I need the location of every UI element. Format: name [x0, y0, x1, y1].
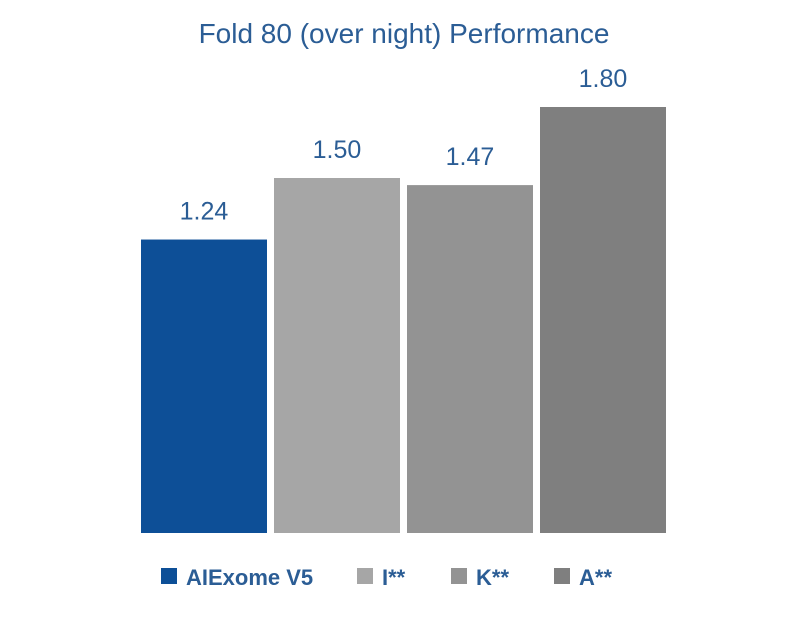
chart-title: Fold 80 (over night) Performance — [199, 18, 610, 49]
legend-swatch-1 — [357, 568, 373, 584]
legend: AIExome V5 I** K** A** — [161, 565, 612, 590]
legend-label-2: K** — [476, 565, 509, 590]
legend-swatch-0 — [161, 568, 177, 584]
value-label-0: 1.24 — [180, 198, 229, 226]
value-label-2: 1.47 — [446, 143, 495, 171]
legend-label-0: AIExome V5 — [186, 565, 313, 590]
legend-swatch-2 — [451, 568, 467, 584]
value-label-1: 1.50 — [313, 136, 362, 164]
bar-2 — [407, 185, 533, 533]
bars-group — [141, 107, 666, 534]
bar-0 — [141, 239, 267, 534]
legend-swatch-3 — [554, 568, 570, 584]
value-label-3: 1.80 — [579, 65, 628, 93]
value-labels-group: 1.24 1.50 1.47 1.80 — [180, 65, 628, 226]
legend-label-1: I** — [382, 565, 406, 590]
bar-3 — [540, 107, 666, 533]
bar-1 — [274, 178, 400, 533]
legend-label-3: A** — [579, 565, 612, 590]
